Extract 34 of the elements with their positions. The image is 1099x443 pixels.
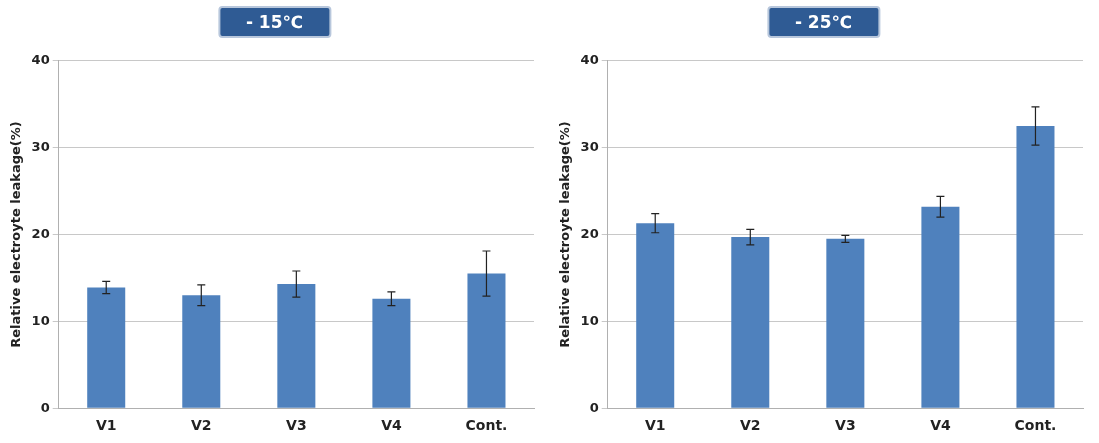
y-tick-label: 0 [589,399,599,415]
y-tick-label: 10 [580,312,599,328]
x-tick-label: V1 [95,417,117,434]
x-tick-label: V2 [190,417,212,434]
y-tick-label: 40 [31,52,50,68]
chart-title: - 15℃ [217,6,332,38]
y-axis-title: Relative electroyte leakage(%) [8,121,24,348]
bar [277,284,316,408]
bar [87,287,126,408]
bar [467,273,506,408]
y-tick-label: 20 [580,225,599,241]
bar [372,298,411,408]
bar [1016,125,1055,408]
x-tick-label: V3 [286,417,307,434]
x-tick-label: V1 [644,417,666,434]
x-tick-label: V2 [739,417,761,434]
y-tick-label: 10 [31,312,50,328]
chart-title: - 25℃ [766,6,881,38]
y-tick-label: 30 [31,139,50,155]
y-tick-label: 40 [580,52,599,68]
x-tick-label: V3 [835,417,856,434]
x-tick-label: Cont. [465,417,508,434]
x-tick-label: V4 [930,417,951,434]
bar [826,238,865,408]
y-axis-title: Relative electroyte leakage(%) [557,121,573,348]
bar [731,237,770,408]
x-tick-label: Cont. [1014,417,1057,434]
bar [636,223,675,408]
y-tick-label: 0 [40,399,50,415]
bar [921,206,960,408]
x-tick-label: V4 [381,417,402,434]
bar [182,295,221,408]
y-tick-label: 30 [580,139,599,155]
y-tick-label: 20 [31,225,50,241]
